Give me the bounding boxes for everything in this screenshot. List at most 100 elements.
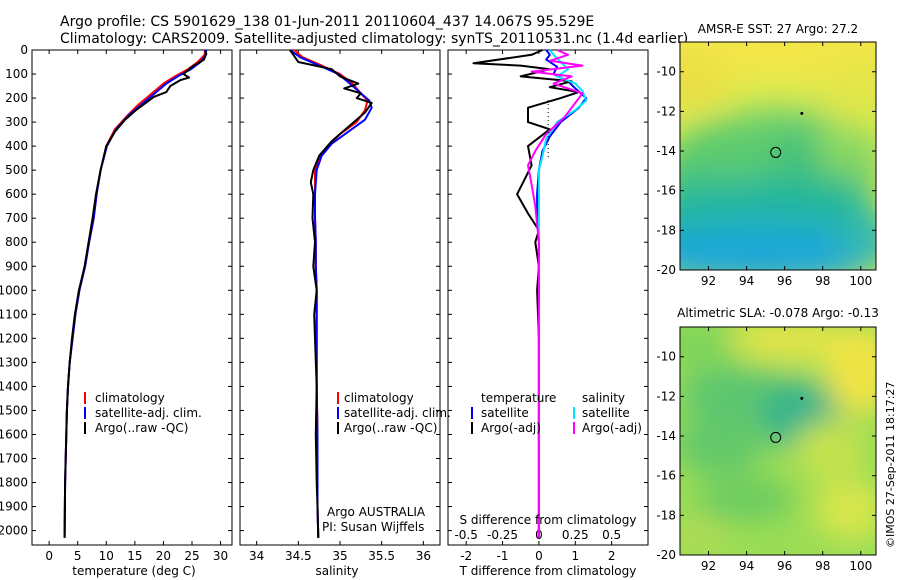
legend-label-sal-argo: Argo(-adj): [582, 421, 642, 435]
principal-investigator-label: PI: Susan Wijffels: [322, 520, 424, 534]
series-line-climatology: [63, 49, 207, 538]
series-line-climatology: [293, 49, 369, 538]
series-line-satellite-adj-clim-: [63, 49, 208, 538]
secondary-x-tick-label: -0.25: [487, 528, 518, 542]
map-y-tick-label: -12: [656, 389, 676, 403]
legend-label-satellite: satellite-adj. clim.: [344, 406, 451, 420]
legend-label-argo: Argo(..raw -QC): [95, 421, 188, 435]
map-y-tick-label: -10: [656, 65, 676, 79]
sla-map-axes: 92 94 96 98 100 -10 -12 -14 -16 -18 -20: [656, 327, 876, 573]
legend-label-satellite: satellite-adj. clim.: [95, 406, 202, 420]
track-point-marker: [800, 111, 804, 115]
series-line-argo-raw-qc-: [289, 49, 373, 538]
map-y-tick-label: -14: [656, 144, 676, 158]
legend-label-climatology: climatology: [344, 391, 414, 405]
map-y-tick-label: -16: [656, 184, 676, 198]
sst-map-title: AMSR-E SST: 27 Argo: 27.2: [698, 22, 858, 36]
x-tick-label: 5: [74, 549, 82, 563]
sla-map-frame: [679, 326, 877, 556]
secondary-x-tick-label: 0.5: [602, 528, 621, 542]
y-tick-label: 1200: [0, 331, 28, 345]
temperature-plot: 0 5 10 15 20 25 30: [45, 49, 228, 563]
y-tick-label: 2000: [0, 524, 28, 538]
temperature-plot-frame: [31, 49, 233, 546]
argo-position-marker: [770, 146, 782, 158]
x-tick-label: 35: [332, 549, 347, 563]
x-tick-label: 34.5: [285, 549, 312, 563]
map-x-tick-label: 96: [777, 274, 792, 288]
map-y-tick-label: -18: [656, 508, 676, 522]
difference-legend: temperature salinity satellite Argo(-adj…: [471, 391, 642, 435]
map-x-tick-label: 92: [701, 274, 716, 288]
x-tick-label: 36: [416, 549, 431, 563]
x-tick-label: 1: [571, 549, 579, 563]
x-tick-label: 25: [184, 549, 199, 563]
legend-label-climatology: climatology: [95, 391, 165, 405]
x-tick-label: 0: [535, 549, 543, 563]
difference-plot-frame: [447, 49, 649, 546]
x-tick-label: 30: [213, 549, 228, 563]
secondary-x-tick-label: -0.5: [454, 528, 477, 542]
y-tick-label: 1100: [0, 307, 28, 321]
salinity-legend: climatology satellite-adj. clim. Argo(..…: [337, 391, 451, 435]
sla-map-title: Altimetric SLA: -0.078 Argo: -0.13: [677, 306, 879, 320]
sst-map-axes: 92 94 96 98 100 -10 -12 -14 -16 -18 -20: [656, 42, 876, 288]
map-x-tick-label: 98: [815, 274, 830, 288]
map-x-tick-label: 100: [849, 559, 872, 573]
legend-label-argo: Argo(..raw -QC): [344, 421, 437, 435]
secondary-x-tick-label: 0.25: [562, 528, 589, 542]
legend-label-temp-satellite: satellite: [481, 406, 529, 420]
x-axis-label-salinity: salinity: [315, 564, 358, 578]
y-tick-label: 0: [20, 43, 28, 57]
y-tick-label: 400: [5, 139, 28, 153]
track-point-marker: [800, 396, 804, 400]
map-x-tick-label: 94: [739, 559, 754, 573]
x-tick-label: 10: [99, 549, 114, 563]
map-y-tick-label: -10: [656, 350, 676, 364]
map-x-tick-label: 98: [815, 559, 830, 573]
series-line-argo-raw-qc-: [63, 49, 208, 538]
map-y-tick-label: -20: [656, 548, 676, 562]
y-tick-label: 300: [5, 115, 28, 129]
series-line-salinity-argo-adj-: [527, 49, 584, 538]
x-axis-label-temperature: temperature (deg C): [72, 564, 195, 578]
map-x-tick-label: 92: [701, 559, 716, 573]
y-tick-label: 1700: [0, 451, 28, 465]
map-y-tick-label: -20: [656, 263, 676, 277]
y-tick-label: 600: [5, 187, 28, 201]
series-line-temperature-satellite: [536, 49, 588, 538]
series-line-salinity-satellite: [537, 49, 588, 538]
header-line-1: Argo profile: CS 5901629_138 01-Jun-2011…: [60, 14, 594, 30]
y-tick-label: 1600: [0, 427, 28, 441]
salinity-plot: 34 34.5 35 35.5 36: [249, 49, 431, 563]
map-y-tick-label: -16: [656, 469, 676, 483]
x-tick-label: 2: [608, 549, 616, 563]
map-y-tick-label: -18: [656, 223, 676, 237]
y-tick-label: 900: [5, 259, 28, 273]
y-tick-label: 500: [5, 163, 28, 177]
y-tick-label: 700: [5, 211, 28, 225]
argo-position-marker: [770, 431, 782, 443]
y-tick-label: 100: [5, 67, 28, 81]
legend-header-temperature: temperature: [481, 391, 556, 405]
depth-axis: 0 100 200 300 400 500 600 700 800 900 1000 1100 1200…: [0, 43, 648, 538]
y-tick-label: 200: [5, 91, 28, 105]
map-x-tick-label: 96: [777, 559, 792, 573]
y-tick-label: 1900: [0, 500, 28, 514]
float-program-label: Argo AUSTRALIA: [327, 505, 426, 519]
difference-plot: -2 -1 0 1 2-0.5 -0.25 0 0.25 0.5: [454, 49, 621, 563]
x-tick-label: -2: [460, 549, 472, 563]
sst-map-frame: [679, 41, 877, 271]
x-tick-label: -1: [497, 549, 509, 563]
y-tick-label: 1500: [0, 403, 28, 417]
x-tick-label: 20: [156, 549, 171, 563]
x-tick-label: 35.5: [368, 549, 395, 563]
map-y-tick-label: -12: [656, 104, 676, 118]
imos-watermark: ©IMOS 27-Sep-2011 18:17:27: [884, 382, 897, 548]
secondary-axis-label: S difference from climatology: [460, 513, 637, 527]
map-y-tick-label: -14: [656, 429, 676, 443]
y-tick-label: 1800: [0, 476, 28, 490]
map-x-tick-label: 100: [849, 274, 872, 288]
sst-map: [680, 42, 876, 270]
